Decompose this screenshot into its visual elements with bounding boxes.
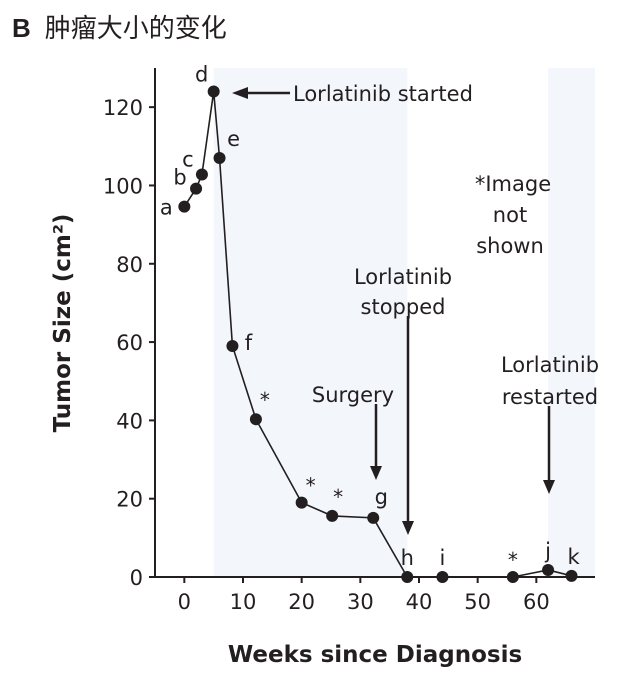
annotation-image-not-shown: *Image [475,172,551,196]
annotation-lorlatinib-stopped: Lorlatinib [354,265,452,289]
data-point [565,569,578,582]
annotation-image-not-shown: shown [476,234,544,258]
point-label: h [401,546,414,570]
annotation-lorlatinib-restarted: restarted [502,385,598,409]
y-tick-label: 80 [116,253,143,277]
point-label: b [173,166,186,190]
data-point [542,563,555,576]
annotation-surgery: Surgery [312,383,394,407]
x-tick-label: 50 [464,590,491,614]
point-label: * [333,485,343,509]
data-point [190,182,203,195]
shaded-period [548,68,595,577]
point-label: * [306,474,316,498]
point-label: g [375,485,388,509]
x-tick-label: 0 [178,590,191,614]
y-tick-label: 0 [130,566,143,590]
arrow-head-icon [370,466,382,480]
arrow-head-icon [232,87,248,99]
point-label: d [195,62,208,86]
data-point [506,571,519,583]
point-label: e [227,127,240,151]
y-axis-label: Tumor Size (cm²) [50,214,76,433]
data-point [295,496,308,509]
point-label: i [440,546,446,570]
data-point [436,571,449,583]
arrow-head-icon [543,480,555,494]
x-tick-label: 30 [347,590,374,614]
annotation-lorlatinib-restarted: Lorlatinib [501,353,599,377]
point-label: * [260,388,270,412]
chart-title: B 肿瘤大小的变化 [12,8,227,45]
title-text: 肿瘤大小的变化 [44,14,227,44]
y-tick-label: 60 [116,331,143,355]
x-tick-label: 60 [523,590,550,614]
data-point [226,339,239,352]
arrow-head-icon [402,521,414,535]
x-tick-label: 20 [288,590,315,614]
point-label: c [182,147,194,171]
data-point [213,152,226,165]
panel-label: B [12,13,31,43]
y-tick-label: 120 [103,96,143,120]
point-label: k [567,545,580,569]
y-tick-label: 20 [116,488,143,512]
point-label: a [160,196,173,220]
annotation-lorlatinib-stopped: stopped [361,295,446,319]
data-point [401,571,414,583]
x-tick-label: 40 [406,590,433,614]
annotation-lorlatinib-started: Lorlatinib started [293,82,473,106]
shaded-period [213,68,408,577]
y-tick-label: 100 [103,174,143,198]
x-axis-label: Weeks since Diagnosis [228,642,522,668]
data-point [367,511,380,524]
x-tick-label: 10 [230,590,257,614]
y-tick-label: 40 [116,409,143,433]
point-label: * [508,548,518,572]
point-label: j [544,539,551,563]
data-point [195,168,208,181]
point-label: f [245,331,253,355]
data-point [326,509,339,522]
data-point [178,200,191,213]
data-point [207,85,220,98]
annotation-image-not-shown: not [493,203,527,227]
data-point [249,413,262,426]
